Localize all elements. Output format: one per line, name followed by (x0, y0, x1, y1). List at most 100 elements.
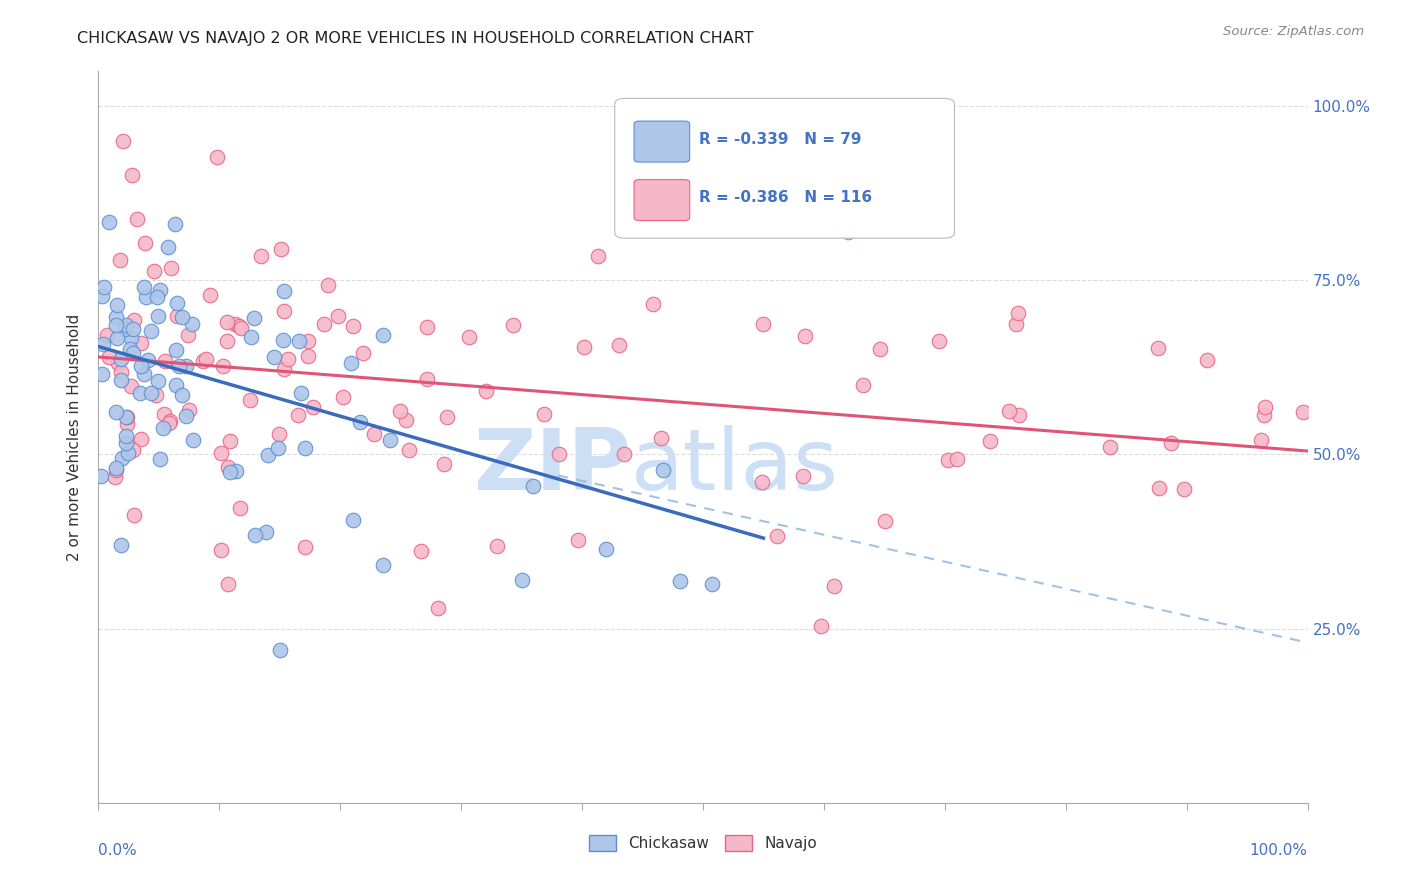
Point (946, 451, 969, 466)
Point (588, 249, 610, 263)
Point (105, 405, 128, 419)
Point (209, 543, 232, 558)
Point (217, 576, 239, 591)
Point (110, 373, 132, 387)
Text: Source: ZipAtlas.com: Source: ZipAtlas.com (1223, 25, 1364, 38)
Point (115, 436, 138, 450)
Point (205, 150, 228, 164)
Point (792, 468, 814, 483)
Point (136, 353, 159, 368)
Point (294, 541, 316, 555)
Point (1147, 341, 1170, 355)
Point (125, 211, 148, 226)
Text: R = -0.386   N = 116: R = -0.386 N = 116 (699, 190, 873, 205)
Point (1253, 408, 1275, 422)
Point (122, 346, 145, 360)
Point (314, 317, 336, 331)
Point (475, 384, 498, 398)
Point (177, 403, 200, 417)
Point (159, 413, 181, 427)
Point (613, 448, 636, 462)
Point (117, 446, 139, 460)
Point (1005, 317, 1028, 331)
Point (132, 280, 155, 294)
Point (122, 312, 145, 326)
Point (111, 451, 134, 466)
Point (302, 400, 325, 414)
Point (167, 359, 190, 373)
Text: CHICKASAW VS NAVAJO 2 OR MORE VEHICLES IN HOUSEHOLD CORRELATION CHART: CHICKASAW VS NAVAJO 2 OR MORE VEHICLES I… (77, 31, 754, 46)
Point (416, 319, 439, 334)
Point (110, 365, 132, 379)
Point (93, 280, 115, 294)
Point (152, 407, 174, 421)
Point (132, 367, 155, 381)
Point (287, 408, 309, 422)
Point (191, 353, 214, 368)
Point (609, 338, 631, 352)
Point (166, 295, 188, 310)
Point (174, 359, 197, 373)
Point (149, 451, 172, 466)
Point (157, 240, 180, 254)
Point (114, 321, 136, 335)
Point (277, 352, 299, 367)
Point (120, 379, 142, 393)
Point (273, 304, 295, 318)
Point (928, 334, 950, 348)
Point (765, 529, 787, 543)
Point (572, 340, 595, 354)
Point (108, 253, 131, 268)
Point (122, 508, 145, 523)
Point (752, 203, 775, 218)
Point (148, 374, 170, 388)
Point (98, 215, 121, 229)
Point (91, 288, 114, 302)
Point (486, 539, 509, 553)
Point (433, 457, 456, 471)
FancyBboxPatch shape (614, 98, 955, 238)
Point (267, 441, 290, 455)
Point (363, 426, 385, 441)
Point (139, 324, 162, 338)
Point (122, 322, 145, 336)
Point (287, 334, 309, 349)
Point (219, 465, 242, 479)
Point (436, 409, 458, 424)
Point (91, 367, 114, 381)
Text: 100.0%: 100.0% (1250, 843, 1308, 858)
Point (115, 409, 138, 424)
Point (121, 443, 143, 458)
Point (837, 225, 859, 239)
Point (111, 134, 134, 148)
Point (118, 343, 141, 357)
Point (273, 285, 295, 299)
Point (254, 525, 277, 540)
Point (115, 417, 138, 431)
Point (371, 327, 394, 342)
Point (751, 317, 773, 331)
Point (1195, 353, 1218, 368)
Point (389, 403, 412, 417)
Point (172, 310, 194, 324)
Point (332, 390, 354, 404)
Point (121, 168, 143, 182)
Point (110, 538, 132, 552)
Point (650, 432, 672, 446)
Point (1099, 440, 1122, 454)
Point (228, 318, 250, 333)
Point (273, 362, 295, 376)
Point (209, 446, 232, 460)
Point (195, 352, 218, 367)
Point (290, 386, 312, 401)
Point (257, 448, 280, 462)
Point (567, 533, 589, 548)
Point (1149, 481, 1171, 495)
Point (107, 356, 129, 370)
Point (793, 328, 815, 343)
Point (852, 378, 875, 392)
Point (297, 334, 319, 349)
Point (239, 393, 262, 408)
Point (104, 463, 127, 477)
Point (120, 331, 142, 345)
